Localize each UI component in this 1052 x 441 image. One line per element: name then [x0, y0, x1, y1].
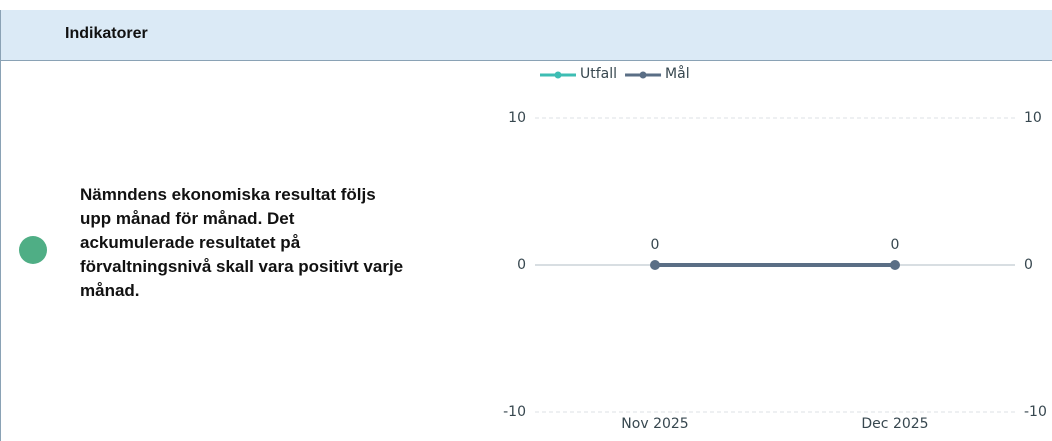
- y2-tick-label: 10: [1024, 110, 1042, 126]
- point: [890, 260, 900, 270]
- x-tick-label: Dec 2025: [861, 416, 928, 432]
- status-indicator: [19, 236, 47, 264]
- data-label: 0: [891, 237, 900, 253]
- text-line: ackumulerade resultatet på: [80, 233, 301, 252]
- header-title: Indikatorer: [65, 25, 148, 42]
- y-tick-label: 10: [508, 110, 526, 126]
- indicator-text: Nämndens ekonomiska resultat följs upp må…: [80, 183, 403, 303]
- y-tick-label: -10: [503, 404, 526, 420]
- legend-marker: [554, 71, 562, 79]
- data-label: 0: [651, 237, 660, 253]
- y-tick-label: 0: [517, 257, 526, 273]
- point: [650, 260, 660, 270]
- y2-tick-label: 0: [1024, 257, 1033, 273]
- legend-marker: [639, 71, 647, 79]
- y2-tick-label: -10: [1024, 404, 1047, 420]
- header: Indikatorer: [0, 10, 1052, 61]
- text-line: upp månad för månad. Det: [80, 209, 295, 228]
- text-line: månad.: [80, 281, 140, 300]
- legend-label: Mål: [665, 65, 690, 82]
- text-line: Nämndens ekonomiska resultat följs: [80, 185, 376, 204]
- text-line: förvaltningsnivå skall vara positivt var…: [80, 257, 404, 276]
- legend-label: Utfall: [580, 66, 617, 82]
- border: [0, 61, 1, 441]
- x-tick-label: Nov 2025: [621, 416, 688, 432]
